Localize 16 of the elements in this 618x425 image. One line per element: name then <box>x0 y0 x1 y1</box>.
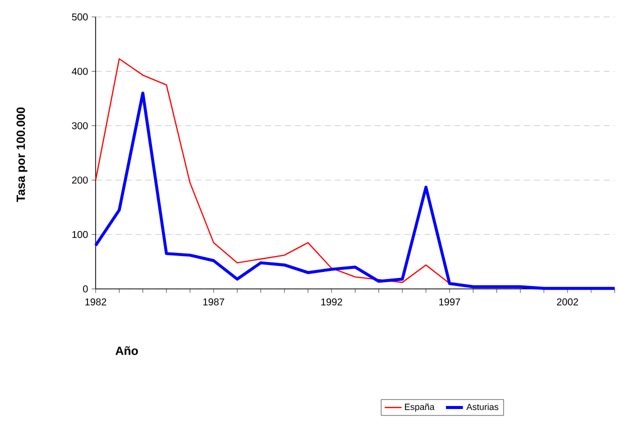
legend-label: Asturias <box>466 403 498 410</box>
y-axis-title: Tasa por 100.000 <box>16 107 28 202</box>
x-tick-label: 2002 <box>556 298 578 306</box>
x-tick-label: 1982 <box>85 298 106 306</box>
line-series <box>95 58 450 284</box>
y-tick-label: 400 <box>72 68 88 75</box>
y-tick-label: 0 <box>83 285 88 292</box>
y-tick-label: 300 <box>72 122 88 130</box>
y-tick-label: 200 <box>72 176 88 184</box>
x-tick-label: 1992 <box>321 298 342 306</box>
legend-label: España <box>404 403 435 412</box>
x-axis-title: Año <box>116 346 138 355</box>
x-tick-label: 1987 <box>203 298 224 306</box>
y-tick-label: 500 <box>72 13 88 20</box>
y-tick-label: 100 <box>72 230 88 238</box>
x-tick-label: 1997 <box>439 298 460 306</box>
